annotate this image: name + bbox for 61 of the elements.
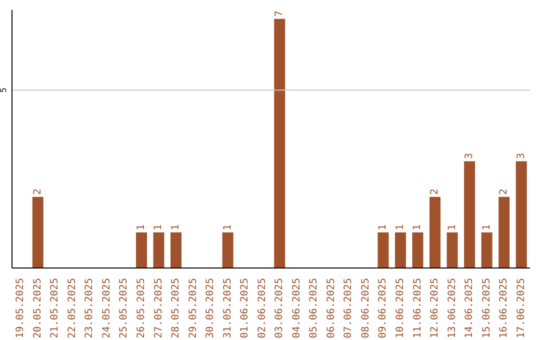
y-tick-label: 5 (0, 88, 8, 93)
data-label: 1 (378, 224, 389, 230)
data-label: 1 (170, 224, 182, 230)
x-tick-label: 17.06.2025 (516, 278, 527, 338)
x-tick-label: 28.05.2025 (170, 278, 182, 338)
bar (153, 232, 164, 268)
bar (498, 196, 510, 268)
data-label: 1 (412, 224, 424, 230)
x-tick-label: 06.06.2025 (326, 278, 337, 338)
data-label: 1 (481, 224, 492, 230)
x-tick-label: 01.06.2025 (240, 278, 251, 338)
x-tick-label: 08.06.2025 (360, 278, 372, 338)
data-label: 1 (153, 224, 164, 230)
x-tick-label: 04.06.2025 (291, 278, 302, 338)
x-tick-label: 31.05.2025 (222, 278, 234, 338)
bar (412, 232, 424, 268)
x-tick-label: 29.05.2025 (188, 278, 199, 338)
x-tick-label: 30.05.2025 (205, 278, 216, 338)
bar (170, 232, 182, 268)
data-label: 3 (464, 152, 476, 160)
data-label: 2 (430, 188, 441, 195)
bar (481, 232, 492, 268)
x-tick-label: 25.05.2025 (118, 278, 130, 338)
x-tick-label: 05.06.2025 (308, 278, 320, 338)
data-label: 2 (32, 188, 44, 195)
x-tick-label: 15.06.2025 (481, 278, 492, 338)
x-tick-label: 19.05.2025 (15, 278, 26, 338)
x-tick-label: 23.05.2025 (84, 278, 96, 338)
bar (32, 196, 44, 268)
x-tick-label: 09.06.2025 (378, 278, 389, 338)
x-tick-label: 27.05.2025 (153, 278, 164, 338)
data-label: 1 (136, 224, 147, 230)
x-tick-label: 11.06.2025 (412, 278, 424, 338)
data-label: 1 (446, 224, 458, 230)
x-tick-label: 10.06.2025 (395, 278, 406, 338)
bar (446, 232, 458, 268)
bar (222, 232, 234, 268)
bar (378, 232, 389, 268)
x-tick-label: 22.05.2025 (66, 278, 78, 338)
bar (430, 196, 441, 268)
bar (516, 161, 527, 268)
x-tick-label: 02.06.2025 (256, 278, 268, 338)
bar (394, 232, 406, 268)
x-tick-label: 13.06.2025 (446, 278, 458, 338)
x-tick-label: 20.05.2025 (32, 278, 44, 338)
x-tick-label: 16.06.2025 (498, 278, 510, 338)
x-tick-label: 12.06.2025 (430, 278, 441, 338)
data-label: 3 (516, 152, 527, 160)
data-label: 7 (274, 10, 286, 17)
data-label: 2 (498, 188, 510, 195)
x-tick-label: 07.06.2025 (343, 278, 354, 338)
x-tick-label: 03.06.2025 (274, 278, 286, 338)
x-tick-label: 26.05.2025 (136, 278, 147, 338)
bar (274, 18, 286, 268)
data-label: 1 (222, 224, 234, 230)
bar (464, 161, 476, 268)
data-label: 1 (394, 224, 406, 230)
x-tick-label: 14.06.2025 (464, 278, 476, 338)
bar (136, 232, 147, 268)
x-tick-label: 24.05.2025 (101, 278, 112, 338)
x-tick-label: 21.05.2025 (50, 278, 61, 338)
